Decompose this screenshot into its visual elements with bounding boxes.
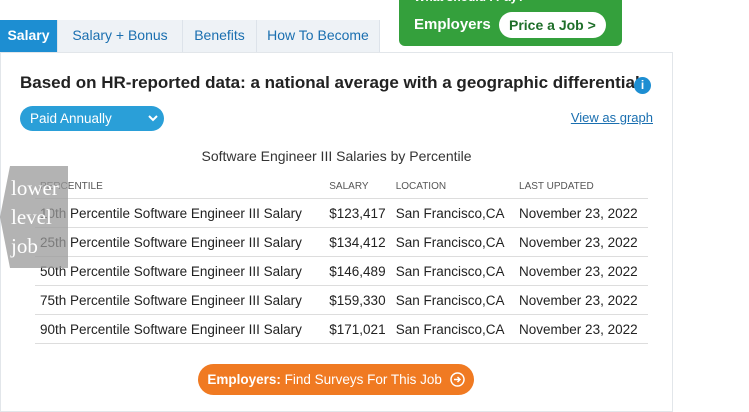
table-cell: $123,417 (324, 198, 391, 228)
promo-question: What should I Pay? (414, 0, 525, 4)
table-cell: San Francisco,CA (390, 227, 515, 257)
salary-table: PERCENTILE SALARY LOCATION LAST UPDATED 10th… (35, 174, 648, 344)
table-cell: 90th Percentile Software Engineer III Sa… (35, 314, 325, 344)
tab[interactable]: Salary + Bonus (58, 20, 183, 52)
table-cell: $159,330 (324, 285, 391, 315)
header-row: PERCENTILE SALARY LOCATION LAST UPDATED (35, 174, 648, 199)
column-header: SALARY (324, 174, 391, 199)
graph-link[interactable]: View as graph (570, 110, 653, 125)
heading: Based on HR-reported data: a national av… (20, 73, 640, 92)
overlay-shape (0, 166, 68, 268)
info-icon[interactable]: i (634, 77, 651, 94)
table-cell: 10th Percentile Software Engineer III Sa… (35, 198, 325, 228)
table-cell: 75th Percentile Software Engineer III Sa… (35, 285, 325, 315)
tab[interactable]: How To Become (257, 20, 380, 52)
tab[interactable]: Benefits (183, 20, 257, 52)
table-cell: 50th Percentile Software Engineer III Sa… (35, 256, 325, 286)
dropdown-label: Paid Annually (30, 111, 112, 126)
column-header: LAST UPDATED (514, 174, 648, 199)
table-cell: November 23, 2022 (514, 198, 648, 228)
column-header: LOCATION (390, 174, 515, 199)
table-cell: November 23, 2022 (514, 285, 648, 315)
promo-label: Employers (414, 16, 491, 33)
table-caption: Software Engineer III Salaries by Percen… (201, 148, 472, 164)
table-cell: San Francisco,CA (390, 314, 515, 344)
table-cell: $171,021 (324, 314, 391, 344)
page: {"tabs": ["Salary", "Salary + Bonus", "B… (0, 0, 673, 412)
cta-arrow-icon (449, 372, 465, 387)
table-cell: 25th Percentile Software Engineer III Sa… (35, 227, 325, 257)
cta-text: Find Surveys For This Job (284, 372, 442, 387)
table-cell: San Francisco,CA (390, 285, 515, 315)
table-cell: $134,412 (324, 227, 391, 257)
overlay-line: level (11, 205, 52, 229)
pay-dropdown[interactable]: Paid Annually (20, 106, 164, 131)
price-job-button[interactable]: Price a Job > (499, 12, 606, 38)
tab[interactable]: Salary (0, 20, 58, 52)
table-row: 90th Percentile Software Engineer III Sa… (35, 314, 648, 344)
cta-bold: Employers: (207, 372, 281, 387)
overlay-line: lower (11, 176, 59, 200)
table-cell: $146,489 (324, 256, 391, 286)
table-cell: November 23, 2022 (514, 227, 648, 257)
table-row: 10th Percentile Software Engineer III Sa… (35, 198, 648, 228)
table-row: 50th Percentile Software Engineer III Sa… (35, 256, 648, 286)
column-header: PERCENTILE (35, 174, 325, 199)
table-cell: November 23, 2022 (514, 256, 648, 286)
overlay-line: job (11, 234, 38, 258)
dropdown-chevron (148, 115, 158, 122)
surveys-button[interactable]: Employers: Find Surveys For This Job (198, 364, 474, 395)
page-body: Salary Salary + Bonus Benefits How To Becom… (0, 0, 673, 412)
table-row: 25th Percentile Software Engineer III Sa… (35, 227, 648, 257)
table-cell: November 23, 2022 (514, 314, 648, 344)
table-row: 75th Percentile Software Engineer III Sa… (35, 285, 648, 315)
table-cell: San Francisco,CA (390, 198, 515, 228)
promo-box: What should I Pay? Employers Price a Job… (399, 0, 622, 46)
table-cell: San Francisco,CA (390, 256, 515, 286)
